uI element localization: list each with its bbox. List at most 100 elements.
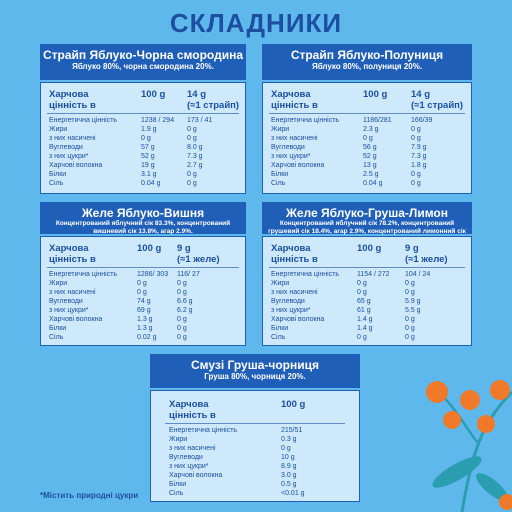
nutrient-value: 0 g	[177, 289, 187, 296]
nutrient-value: 1.3 g	[137, 316, 153, 323]
nutrient-label: Жири	[169, 436, 188, 443]
col-header-label: Харчова цінність в	[271, 89, 318, 111]
nutrient-value: 0 g	[177, 280, 187, 287]
nutrient-value: 61 g	[357, 307, 371, 314]
nutrient-label: з них насичені	[169, 445, 216, 452]
nutrient-value: 0 g	[363, 135, 373, 142]
nutrient-value: 0 g	[405, 334, 415, 341]
nutrient-value: 0 g	[405, 280, 415, 287]
nutrient-label: Харчові волокна	[169, 472, 223, 479]
nutrient-label: Жири	[49, 126, 68, 133]
leaf	[432, 456, 482, 488]
nutrient-value: 0 g	[187, 180, 197, 187]
nutrient-value: 57 g	[141, 144, 155, 151]
nutrition-panel: Харчова цінність в 100 g 14 g (≈1 страйп) …	[262, 82, 472, 194]
card-subtitle: Концентрований яблучний сік 83.3%, конце…	[55, 220, 231, 235]
nutrient-label: Білки	[49, 325, 67, 332]
card-title: Страйп Яблуко-Полуниця	[290, 48, 444, 62]
nutrient-value: 0 g	[187, 126, 197, 133]
branch-stem	[460, 390, 512, 512]
nutrient-label: Енергетична цінність	[49, 271, 118, 278]
divider	[269, 113, 465, 114]
nutrient-label: Сіль	[271, 180, 286, 187]
card-subtitle: Груша 80%, чорниця 20%.	[204, 372, 306, 381]
berry-branch-illustration	[426, 380, 512, 512]
nutrient-value: 104 / 24	[405, 271, 431, 278]
col-header-portion: 14 g (≈1 страйп)	[411, 89, 464, 111]
nutrient-label: Енергетична цінність	[271, 271, 340, 278]
nutrient-label: Жири	[49, 280, 68, 287]
nutrient-value: 3.0 g	[281, 472, 297, 479]
nutrient-value: 215/51	[281, 427, 303, 434]
nutrient-label: Сіль	[169, 490, 184, 497]
nutrient-value: 6.2 g	[177, 307, 193, 314]
nutrient-value: 8.0 g	[187, 144, 203, 151]
nutrient-value: 7.3 g	[187, 153, 203, 160]
col-header-portion: 14 g (≈1 страйп)	[187, 89, 240, 111]
col-header-100g: 100 g	[363, 89, 388, 100]
page-title: СКЛАДНИКИ	[169, 8, 343, 38]
nutrient-value: 2.5 g	[363, 171, 379, 178]
nutrient-value: 0 g	[177, 334, 187, 341]
berry	[499, 494, 512, 510]
nutrient-value: 7.3 g	[411, 153, 427, 160]
divider	[269, 267, 465, 268]
nutrient-label: Сіль	[49, 180, 64, 187]
nutrition-panel: Харчова цінність в 100 g 14 g (≈1 страйп) …	[40, 82, 246, 194]
nutrient-value: 5.9 g	[405, 298, 421, 305]
footnote: *Містить природні цукри	[40, 491, 139, 500]
nutrient-value: 1286/ 303	[137, 271, 169, 278]
card-title: Желе Яблуко-Груша-Лимон	[286, 206, 448, 220]
nutrient-label: Енергетична цінність	[169, 427, 238, 434]
nutrient-value: 0 g	[405, 325, 415, 332]
nutrient-value: 1238 / 294	[141, 117, 175, 124]
nutrient-label: Енергетична цінність	[271, 117, 340, 124]
col-header-100g: 100 g	[137, 243, 162, 254]
nutrient-value: 0 g	[411, 135, 421, 142]
nutrient-value: 0.02 g	[137, 334, 157, 341]
divider	[47, 113, 239, 114]
nutrient-label: Жири	[271, 126, 290, 133]
nutrient-value: 1186/281	[363, 117, 392, 124]
nutrient-label: з них насичені	[271, 135, 318, 142]
nutrient-value: 0 g	[187, 171, 197, 178]
nutrient-value: 0 g	[137, 289, 147, 296]
nutrient-value: 74 g	[137, 298, 151, 305]
nutrient-value: 0 g	[411, 180, 421, 187]
col-header-100g: 100 g	[281, 399, 306, 410]
nutrient-label: Вуглеводи	[271, 144, 305, 151]
nutrient-value: 0 g	[411, 171, 421, 178]
nutrient-value: 1154 / 272	[357, 271, 390, 278]
col-header-portion: 9 g (≈1 желе)	[405, 243, 448, 265]
berry	[477, 415, 495, 433]
nutrient-value: 1.4 g	[357, 325, 373, 332]
nutrient-value: 56 g	[363, 144, 377, 151]
nutrient-value: 166/39	[411, 117, 433, 124]
nutrient-label: з них цукри*	[271, 307, 311, 314]
card-subtitle: Яблуко 80%, полуниця 20%.	[311, 62, 423, 71]
nutrition-panel: Харчова цінність в 100 g 9 g (≈1 желе) Ене…	[262, 236, 472, 346]
card-subtitle: Яблуко 80%, чорна смородина 20%.	[72, 62, 214, 71]
nutrient-value: 10 g	[281, 454, 295, 461]
card-jelly-apple-cherry: Желе Яблуко-Вишня Концентрований яблучни…	[40, 202, 246, 346]
berry	[460, 390, 480, 410]
nutrient-label: Білки	[169, 481, 187, 488]
nutrient-label: Вуглеводи	[49, 298, 83, 305]
nutrient-value: 0 g	[357, 280, 367, 287]
nutrient-value: 52 g	[141, 153, 155, 160]
nutrient-label: Харчові волокна	[271, 316, 325, 323]
nutrient-label: Вуглеводи	[271, 298, 305, 305]
nutrient-value: 0.04 g	[141, 180, 161, 187]
card-strip-apple-strawberry: Страйп Яблуко-Полуниця Яблуко 80%, полун…	[262, 44, 472, 194]
nutrient-value: 6.6 g	[177, 298, 193, 305]
nutrient-label: з них насичені	[49, 135, 96, 142]
nutrient-value: 3.1 g	[141, 171, 157, 178]
nutrient-label: Харчові волокна	[271, 162, 325, 169]
card-header: Смузі Груша-чорниця Груша 80%, чорниця 2…	[150, 354, 360, 388]
nutrient-value: 0 g	[137, 280, 147, 287]
nutrient-value: <0.01 g	[281, 490, 305, 497]
nutrient-value: 0.04 g	[363, 180, 383, 187]
nutrition-panel: Харчова цінність в 100 g Енергетична цінн…	[150, 390, 360, 502]
card-jelly-apple-pear-lemon: Желе Яблуко-Груша-Лимон Концентрований я…	[262, 202, 472, 346]
card-header: Желе Яблуко-Груша-Лимон Концентрований я…	[262, 202, 472, 243]
